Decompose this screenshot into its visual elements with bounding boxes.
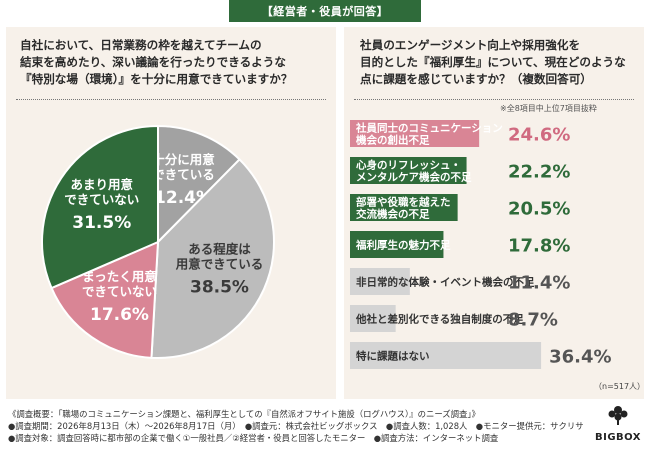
bar [350,342,542,369]
bar-value: 22.2% [508,162,570,183]
right-separator [354,99,634,100]
bar-category: 福利厚生の魅力不足 [355,239,451,252]
bar-category: 特に課題はない [356,350,430,363]
right-question-line: 点に課題を感じていますか？（複数回答可） [360,72,592,86]
bar-category: 交流機会の不足 [356,208,430,221]
bar-category: メンタルケア機会の不足 [356,171,472,184]
pie-slice-category: できていない [64,192,139,207]
pie-slice-category: あまり用意 [71,177,134,192]
bar-value: 17.8% [508,236,570,257]
bar-label: 他社と差別化できる独自制度の不足 [355,313,524,326]
pie-slice-value: 31.5% [72,213,131,233]
pie-slice-value: 38.5% [190,277,249,297]
bar-category: 部署や役職を越えた [356,196,451,209]
bar-value: 24.6% [508,125,570,146]
respondent-tag: 【経営者・役員が回答】 [229,0,421,22]
sample-size-note: （n=517人） [594,382,646,391]
tree-icon [608,406,628,425]
bar-value: 8.7% [508,310,558,331]
left-question: 自社において、日常業務の枠を越えてチームの 結束を高めたり、深い議論を行ったりで… [20,37,292,88]
pie-slice-category: まったく用意 [82,269,157,284]
right-question-line: 目的とした『福利厚生』について、現在どのような [360,55,626,69]
pie-slice-category: ある程度は [188,241,251,256]
bar-label: 福利厚生の魅力不足 [355,239,451,252]
bar-category: 機会の創出不足 [356,134,430,147]
bar-category: 社員同士のコミュニケーション [355,122,503,135]
right-question-line: 社員のエンゲージメント向上や採用強化を [360,38,581,52]
pie-slice-category: 十分に用意 [152,152,215,167]
left-question-line: 結束を高めたり、深い議論を行ったりできるような [20,55,286,69]
pie-slice-category: 用意できている [175,256,264,271]
bar [350,231,444,258]
pie-slice [150,158,275,359]
bigbox-logo: BIGBOX [592,404,644,448]
bar [350,194,458,221]
pie-slice [50,240,160,359]
pie-slice-category: できていない [82,284,157,299]
bar-category: 他社と差別化できる独自制度の不足 [355,313,524,326]
logo-text: BIGBOX [594,432,642,443]
bar-label: 特に課題はない [356,350,430,363]
pie-slice-value: 17.6% [90,305,149,325]
survey-footer: 《調査概要：「職場のコミュニケーション課題と、福利厚生としての『自然派オフサイト… [8,408,584,444]
bar-category: 心身のリフレッシュ・ [356,159,461,172]
footer-line: ●調査期間：2026年8月13日（木）〜2026年8月17日（月） ●調査元：株… [8,421,584,431]
bar-value: 11.4% [508,273,570,294]
pie-slice-category: できている [152,167,215,182]
bar-label: 心身のリフレッシュ・メンタルケア機会の不足 [356,159,472,184]
bar [350,305,396,332]
left-separator [16,99,326,100]
bar-value: 20.5% [508,199,570,220]
left-question-line: 『特別な場（環境）』を十分に用意できていますか？ [20,72,293,86]
bar-value: 36.4% [549,347,611,368]
pie-slice [157,124,241,245]
bar [350,120,480,147]
right-question: 社員のエンゲージメント向上や採用強化を 目的とした『福利厚生』について、現在どの… [360,37,626,88]
pie-chart: 十分に用意できている12.4%ある程度は用意できている38.5%まったく用意でき… [41,124,275,359]
footer-line: ●調査対象：調査回答時に都市部の企業で働く①一般社員／②経営者・役員と回答したモ… [8,433,499,443]
bar [350,157,467,184]
bar-label: 非日常的な体験・イベント機会の不足 [356,276,535,289]
footer-line: 《調査概要：「職場のコミュニケーション課題と、福利厚生としての『自然派オフサイト… [8,409,480,419]
pie-slice [41,124,159,290]
items-note: ※全8項目中上位7項目抜粋 [500,104,597,113]
left-question-line: 自社において、日常業務の枠を越えてチームの [20,38,262,52]
bar-category: 非日常的な体験・イベント機会の不足 [356,276,535,289]
bar [350,268,410,295]
